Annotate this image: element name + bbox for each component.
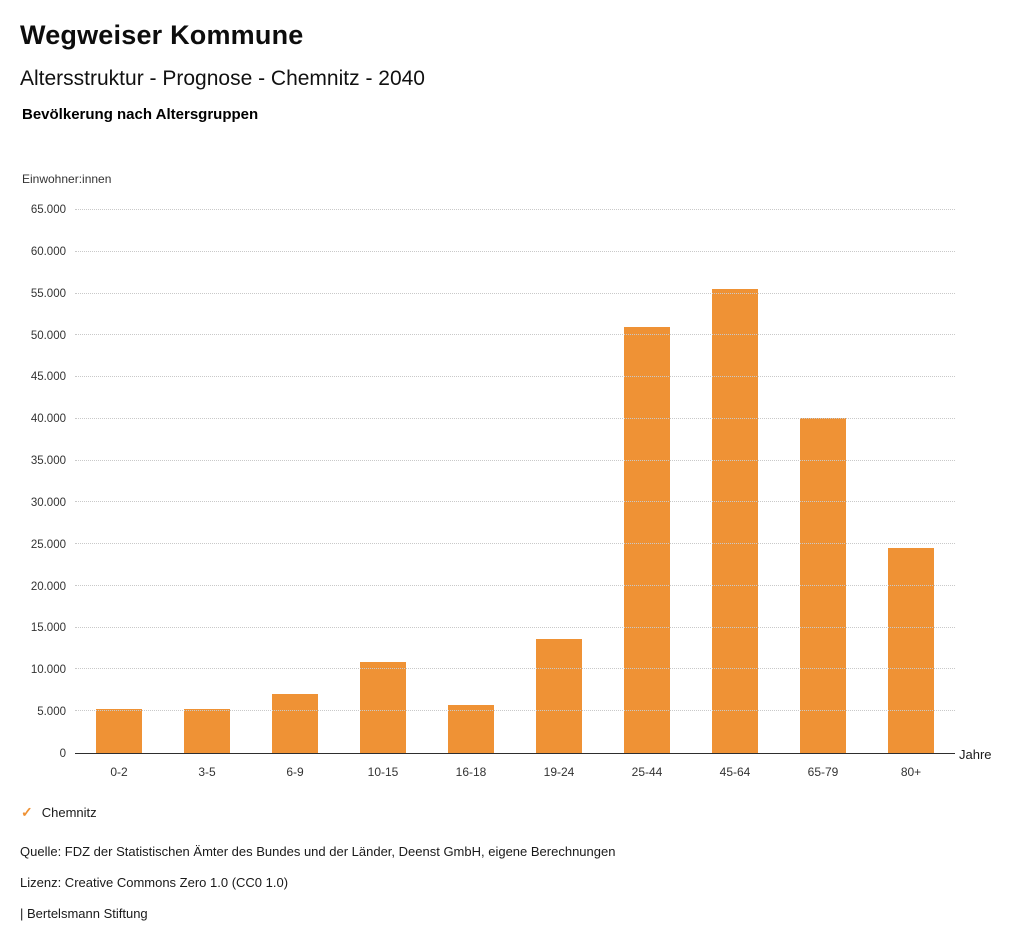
bar-slot bbox=[603, 210, 691, 753]
bar-slot bbox=[515, 210, 603, 753]
gridline bbox=[75, 543, 955, 545]
footer-source: Quelle: FDZ der Statistischen Ämter des … bbox=[20, 844, 616, 859]
gridline bbox=[75, 459, 955, 461]
legend-label: Chemnitz bbox=[41, 805, 97, 820]
y-tick-label: 10.000 bbox=[30, 664, 66, 677]
x-tick-label: 65-79 bbox=[807, 765, 839, 779]
legend-check-icon: ✓ bbox=[21, 804, 33, 820]
gridline bbox=[75, 710, 955, 712]
y-tick-label: 55.000 bbox=[30, 287, 66, 300]
bar-45-64[interactable] bbox=[712, 288, 758, 753]
gridline bbox=[75, 209, 955, 210]
x-tick-label: 80+ bbox=[900, 765, 922, 779]
y-tick-label: 40.000 bbox=[30, 413, 66, 426]
bar-25-44[interactable] bbox=[624, 326, 670, 753]
x-tick-label: 0-2 bbox=[110, 765, 128, 779]
bar-slot bbox=[427, 210, 515, 753]
legend-item-chemnitz[interactable]: ✓ Chemnitz bbox=[21, 804, 97, 821]
x-tick-label: 16-18 bbox=[455, 765, 487, 779]
bar-slot bbox=[867, 210, 955, 753]
gridline bbox=[75, 334, 955, 336]
bar-10-15[interactable] bbox=[360, 661, 406, 753]
x-axis-labels: 0-2 3-5 6-9 10-15 16-18 19-24 25-44 45-64 65-79 8… bbox=[75, 765, 955, 779]
y-axis-ticks: 0 5.000 10.000 15.000 20.000 25.000 30.000 35.0… bbox=[8, 204, 66, 760]
footer-license: Lizenz: Creative Commons Zero 1.0 (CC0 1… bbox=[20, 875, 289, 890]
bar-slot bbox=[75, 210, 163, 753]
y-tick-label: 30.000 bbox=[30, 496, 66, 509]
x-tick-label: 3-5 bbox=[198, 765, 216, 779]
bar-slot bbox=[691, 210, 779, 753]
bars bbox=[75, 210, 955, 753]
y-tick-label: 15.000 bbox=[30, 622, 66, 635]
plot-area bbox=[75, 209, 955, 754]
bar-3-5[interactable] bbox=[184, 708, 230, 753]
bar-19-24[interactable] bbox=[536, 638, 582, 753]
bar-slot bbox=[339, 210, 427, 753]
y-tick-label: 60.000 bbox=[30, 245, 66, 258]
gridline bbox=[75, 376, 955, 378]
x-tick-label: 45-64 bbox=[719, 765, 751, 779]
x-tick-label: 19-24 bbox=[543, 765, 575, 779]
y-tick-label: 25.000 bbox=[30, 538, 66, 551]
y-tick-label: 50.000 bbox=[30, 329, 66, 342]
bar-0-2[interactable] bbox=[96, 708, 142, 753]
gridline bbox=[75, 250, 955, 252]
y-tick-label: 65.000 bbox=[30, 204, 66, 216]
x-tick-label: 10-15 bbox=[367, 765, 399, 779]
x-tick-label: 6-9 bbox=[286, 765, 304, 779]
y-tick-label: 0 bbox=[59, 748, 66, 760]
bar-slot bbox=[163, 210, 251, 753]
y-tick-label: 45.000 bbox=[30, 371, 66, 384]
gridline bbox=[75, 626, 955, 628]
gridline bbox=[75, 417, 955, 419]
y-tick-label: 35.000 bbox=[30, 455, 66, 468]
bar-16-18[interactable] bbox=[448, 705, 494, 753]
gridline bbox=[75, 668, 955, 670]
gridline bbox=[75, 584, 955, 586]
footer-attribution: | Bertelsmann Stiftung bbox=[20, 906, 148, 921]
gridline bbox=[75, 292, 955, 294]
page-subtitle: Altersstruktur - Prognose - Chemnitz - 2… bbox=[20, 67, 425, 90]
bar-slot bbox=[251, 210, 339, 753]
page-title: Wegweiser Kommune bbox=[20, 20, 304, 50]
y-tick-label: 5.000 bbox=[37, 706, 66, 719]
chart-heading: Bevölkerung nach Altersgruppen bbox=[22, 106, 259, 123]
x-tick-label: 25-44 bbox=[631, 765, 663, 779]
bar-6-9[interactable] bbox=[272, 693, 318, 753]
y-tick-label: 20.000 bbox=[30, 580, 66, 593]
bar-80+[interactable] bbox=[888, 548, 934, 753]
x-axis-title: Jahre bbox=[959, 747, 992, 762]
gridline bbox=[75, 501, 955, 503]
bar-slot bbox=[779, 210, 867, 753]
y-axis-title: Einwohner:innen bbox=[22, 172, 112, 186]
